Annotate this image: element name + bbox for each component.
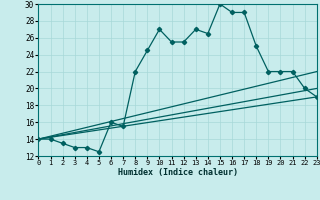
X-axis label: Humidex (Indice chaleur): Humidex (Indice chaleur) [118, 168, 238, 177]
